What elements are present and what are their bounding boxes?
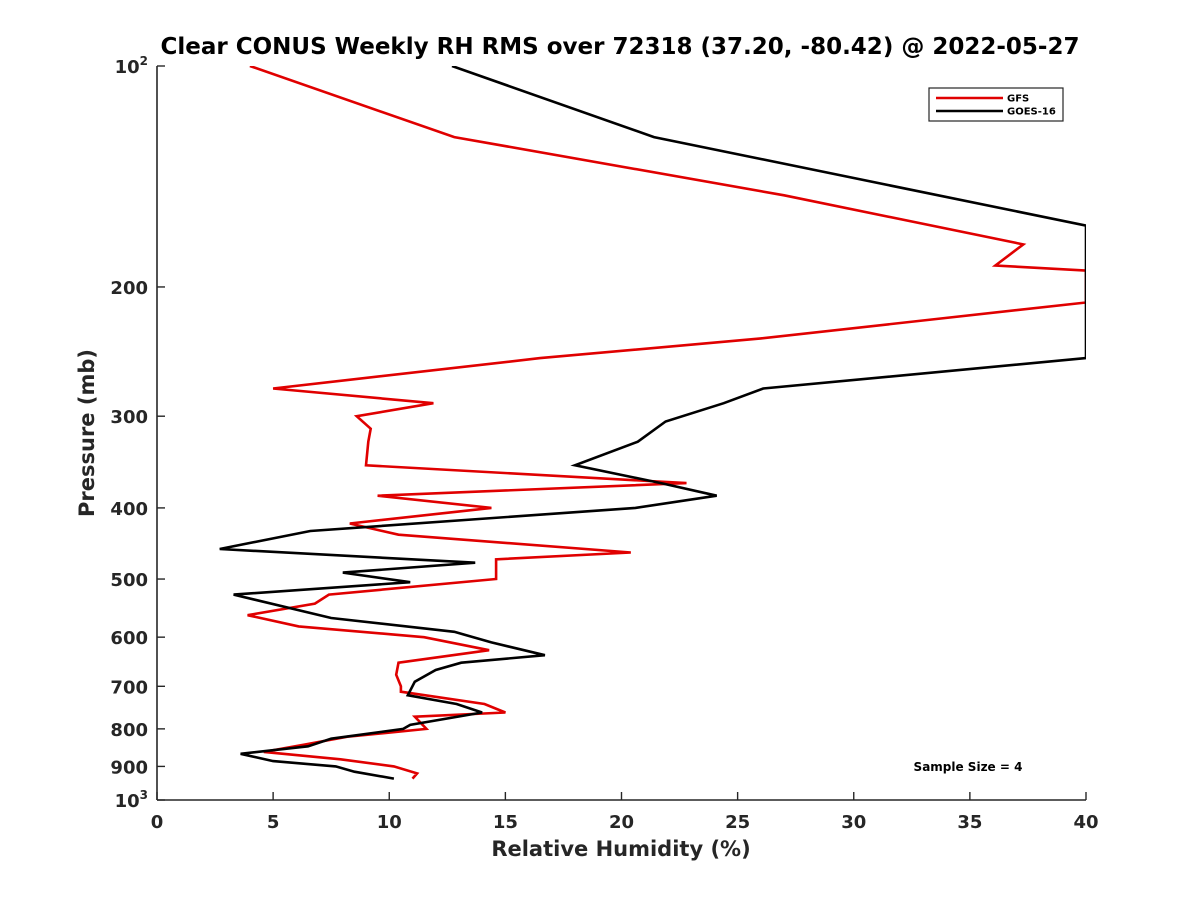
sample-size-annotation: Sample Size = 4 bbox=[914, 760, 1023, 774]
y-tick-label: 700 bbox=[110, 677, 148, 698]
y-tick-label: 200 bbox=[110, 278, 148, 299]
y-axis-label: Pressure (mb) bbox=[75, 349, 99, 517]
x-tick-label: 25 bbox=[725, 812, 750, 833]
legend-label-goes16: GOES-16 bbox=[1007, 107, 1056, 118]
series-layer bbox=[219, 66, 1086, 780]
y-tick-label: 500 bbox=[110, 570, 148, 591]
y-tick-label: 600 bbox=[110, 628, 148, 649]
x-tick-label: 40 bbox=[1073, 812, 1098, 833]
legend-label-gfs: GFS bbox=[1007, 94, 1029, 105]
x-tick-label: 20 bbox=[609, 812, 634, 833]
x-tick-label: 35 bbox=[957, 812, 982, 833]
x-tick-label: 10 bbox=[377, 812, 402, 833]
y-tick-label: 103 bbox=[115, 788, 148, 812]
series-line-gfs bbox=[247, 66, 1086, 780]
x-axis-label: Relative Humidity (%) bbox=[491, 837, 750, 861]
legend-box bbox=[928, 87, 1064, 122]
series-line-goes16 bbox=[219, 66, 1086, 780]
y-tick-label: 800 bbox=[110, 720, 148, 741]
x-tick-label: 30 bbox=[841, 812, 866, 833]
y-tick-label: 102 bbox=[115, 54, 148, 78]
chart-title: Clear CONUS Weekly RH RMS over 72318 (37… bbox=[161, 34, 1080, 60]
y-tick-label: 400 bbox=[110, 499, 148, 520]
x-tick-label: 0 bbox=[151, 812, 164, 833]
x-ticks: 0 5 10 15 20 25 30 35 40 bbox=[151, 792, 1099, 833]
x-tick-label: 5 bbox=[267, 812, 280, 833]
x-tick-label: 15 bbox=[493, 812, 518, 833]
y-tick-label: 300 bbox=[110, 407, 148, 428]
y-tick-label: 900 bbox=[110, 757, 148, 778]
legend: GFS GOES-16 bbox=[928, 87, 1064, 122]
y-ticks: 102 200 300 400 500 600 700 800 900 103 bbox=[110, 54, 165, 812]
